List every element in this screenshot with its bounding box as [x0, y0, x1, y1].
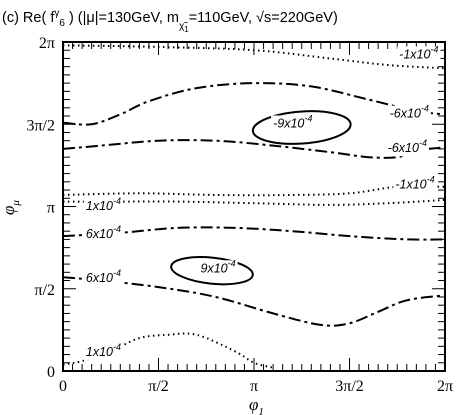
contour-label: -6x10-4: [390, 104, 429, 121]
title-subscript: 6: [59, 18, 65, 29]
contour-label: 9x10-4: [201, 258, 236, 275]
contour-label-bg: [83, 270, 124, 287]
contour-label: -1x10-4: [395, 174, 434, 191]
x-tick-labels: 0 π/2 π 3π/2 2π: [59, 378, 453, 395]
contour-label-bg: [198, 260, 238, 277]
contour-lines: [62, 44, 446, 369]
contour-dotted: [62, 332, 274, 369]
title-energy: s=220GeV): [264, 10, 338, 26]
contour-label-bg: [393, 176, 437, 193]
contour-labels: -1x10-4-9x10-4 -6x10-4-6x10-4-1x10-41x10-…: [83, 44, 441, 361]
contour-label-bg: [397, 46, 441, 63]
contour-label: 1x10-4: [86, 342, 121, 359]
y-tick-label: π: [47, 200, 55, 217]
y-axis-label: φμ: [0, 200, 22, 215]
contour-label-exponent: -4: [113, 224, 121, 234]
contour-label-bg: [83, 197, 124, 214]
contour-solid-positive: [170, 256, 254, 286]
contour-label-exponent: -4: [304, 114, 312, 124]
contour-label-bg: [83, 225, 124, 242]
contour-label-bg: [387, 105, 431, 122]
contour-label-mantissa: -6x10: [388, 141, 419, 155]
chart-title: (c) Re( fγ6 ) (|μ|=130GeV, mχ̃1=110GeV, …: [2, 8, 338, 34]
contour-dotted: [62, 198, 446, 206]
contour-label-exponent: -4: [430, 44, 438, 54]
contour-label-bg: [385, 140, 429, 157]
title-prefix: (c) Re( f: [2, 10, 55, 26]
title-mid: ) (|μ|=130GeV, m: [65, 10, 179, 26]
contour-label-exponent: -4: [427, 174, 435, 184]
contour-label-exponent: -4: [113, 268, 121, 278]
contour-label: 6x10-4: [86, 224, 121, 241]
y-tick-label: 0: [47, 364, 55, 381]
title-superscript: γ: [54, 8, 59, 19]
contour-label-bg: [83, 344, 124, 361]
contour-label: -9x10-4: [273, 114, 312, 131]
contour-label: -1x10-4: [399, 44, 438, 61]
tick-marks: [62, 41, 446, 372]
title-sqrt: √: [256, 10, 264, 26]
contour-label-mantissa: 1x10: [86, 199, 113, 213]
contour-label-mantissa: 9x10: [201, 261, 228, 275]
contour-dotted: [62, 185, 446, 197]
y-tick-label: 3π/2: [26, 117, 55, 134]
contour-label-mantissa: 6x10: [86, 227, 113, 241]
x-tick-label: 0: [59, 378, 67, 395]
contour-label: 6x10-4: [86, 268, 121, 285]
contour-label-exponent: -4: [113, 196, 121, 206]
contour-label-mantissa: -1x10: [399, 47, 430, 61]
contour-label-mantissa: -9x10: [273, 117, 304, 131]
x-tick-label: π: [250, 378, 258, 395]
contour-label-exponent: -4: [419, 138, 427, 148]
x-tick-label: 2π: [437, 378, 453, 395]
y-tick-label: π/2: [34, 282, 55, 299]
contour-label-exponent: -4: [113, 342, 121, 352]
contour-label-mantissa: -1x10: [395, 177, 426, 191]
contour-label-mantissa: -6x10: [390, 107, 421, 121]
contour-dashdot: [62, 276, 446, 327]
contour-label: 1x10-4: [86, 196, 121, 213]
y-tick-labels: 0 π/2 π 3π/2 2π: [26, 35, 55, 381]
contour-label-exponent: -4: [228, 258, 236, 268]
contour-dashdot: [62, 226, 446, 241]
contour-label-exponent: -4: [421, 104, 429, 114]
x-tick-label: π/2: [148, 378, 169, 395]
contour-label-mantissa: 1x10: [86, 345, 113, 359]
y-axis-label-sub: μ: [10, 200, 22, 207]
x-axis-label-sub: 1: [258, 406, 264, 415]
contour-label-bg: [271, 115, 315, 132]
contour-label-mantissa: 6x10: [86, 271, 113, 285]
x-tick-label: 3π/2: [335, 378, 364, 395]
contour-dotted: [62, 44, 446, 70]
title-mass-value: =110GeV,: [189, 10, 256, 26]
x-axis-label: φ1: [249, 395, 264, 415]
contour-label: -6x10-4: [388, 138, 427, 155]
title-mass-subscript: χ̃: [179, 21, 188, 32]
title-mass-index: 1: [184, 25, 189, 34]
y-tick-label: 2π: [39, 35, 55, 52]
contour-solid-negative: [251, 110, 352, 145]
